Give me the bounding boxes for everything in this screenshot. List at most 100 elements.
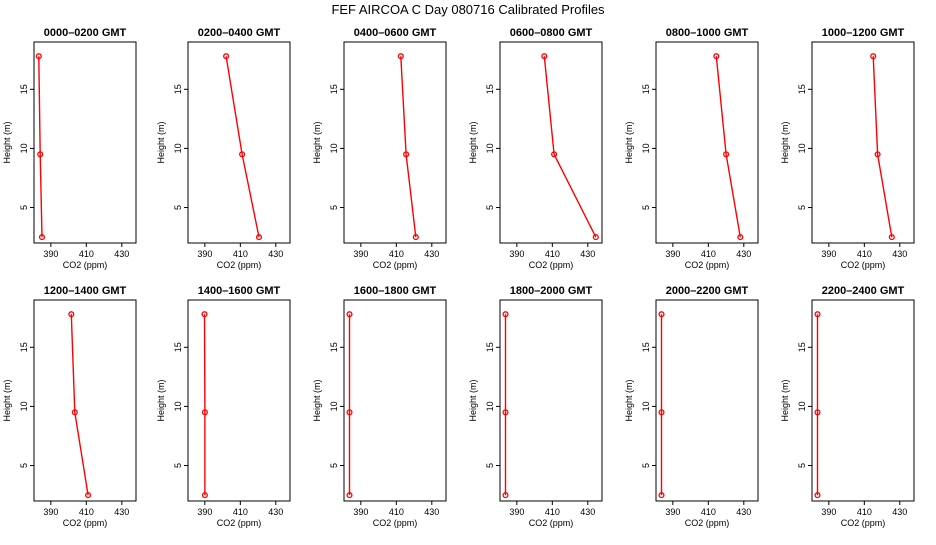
plot-frame <box>656 300 758 501</box>
plot-frame <box>812 42 914 243</box>
y-tick-label: 10 <box>329 401 339 411</box>
x-axis-label: CO2 (ppm) <box>63 518 108 528</box>
x-tick-label: 390 <box>353 249 368 259</box>
profile-line <box>544 56 596 237</box>
y-tick-label: 15 <box>19 84 29 94</box>
y-axis-label: Height (m) <box>780 121 790 163</box>
y-axis-label: Height (m) <box>468 379 478 421</box>
plot-frame <box>344 300 446 501</box>
x-tick-label: 390 <box>821 249 836 259</box>
x-axis-label: CO2 (ppm) <box>685 260 730 270</box>
y-tick-label: 15 <box>797 84 807 94</box>
panel-title: 0400–0600 GMT <box>354 27 437 39</box>
y-axis-label: Height (m) <box>624 379 634 421</box>
x-tick-label: 430 <box>892 507 907 517</box>
y-tick-label: 10 <box>797 143 807 153</box>
plot-frame <box>500 300 602 501</box>
y-tick-label: 5 <box>797 463 807 468</box>
x-tick-label: 410 <box>701 249 716 259</box>
plot-frame <box>34 300 136 501</box>
plot-frame <box>34 42 136 243</box>
profile-line <box>401 56 416 237</box>
x-axis-label: CO2 (ppm) <box>217 518 262 528</box>
y-axis-label: Height (m) <box>156 121 166 163</box>
x-tick-label: 390 <box>43 249 58 259</box>
y-tick-label: 15 <box>173 342 183 352</box>
panel-title: 0600–0800 GMT <box>510 27 593 39</box>
y-tick-label: 10 <box>173 143 183 153</box>
x-tick-label: 430 <box>580 249 595 259</box>
x-tick-label: 390 <box>353 507 368 517</box>
y-tick-label: 5 <box>19 463 29 468</box>
y-tick-label: 10 <box>797 401 807 411</box>
y-axis-label: Height (m) <box>468 121 478 163</box>
plot-frame <box>812 300 914 501</box>
panel-title: 2200–2400 GMT <box>822 285 905 297</box>
x-tick-label: 410 <box>389 507 404 517</box>
x-tick-label: 410 <box>857 507 872 517</box>
y-tick-label: 10 <box>173 401 183 411</box>
x-tick-label: 430 <box>580 507 595 517</box>
x-tick-label: 430 <box>736 507 751 517</box>
x-tick-label: 390 <box>197 507 212 517</box>
y-axis-label: Height (m) <box>156 379 166 421</box>
x-tick-label: 410 <box>857 249 872 259</box>
y-axis-label: Height (m) <box>2 121 12 163</box>
x-tick-label: 410 <box>79 507 94 517</box>
x-tick-label: 430 <box>114 249 129 259</box>
x-tick-label: 390 <box>509 507 524 517</box>
x-tick-label: 430 <box>268 249 283 259</box>
x-tick-label: 390 <box>665 249 680 259</box>
x-axis-label: CO2 (ppm) <box>685 518 730 528</box>
x-tick-label: 430 <box>424 249 439 259</box>
x-tick-label: 390 <box>43 507 58 517</box>
panel-title: 2000–2200 GMT <box>666 285 749 297</box>
plot-frame <box>344 42 446 243</box>
y-tick-label: 15 <box>329 84 339 94</box>
plot-frame <box>500 42 602 243</box>
y-tick-label: 5 <box>485 463 495 468</box>
x-tick-label: 390 <box>197 249 212 259</box>
y-tick-label: 15 <box>329 342 339 352</box>
profile-line <box>873 56 892 237</box>
y-tick-label: 5 <box>19 205 29 210</box>
panel-title: 0800–1000 GMT <box>666 27 749 39</box>
y-tick-label: 5 <box>329 463 339 468</box>
plot-frame <box>656 42 758 243</box>
plot-frame <box>188 300 290 501</box>
y-axis-label: Height (m) <box>312 121 322 163</box>
profile-line <box>71 314 88 495</box>
y-axis-label: Height (m) <box>780 379 790 421</box>
y-tick-label: 10 <box>19 143 29 153</box>
x-tick-label: 390 <box>665 507 680 517</box>
x-tick-label: 410 <box>389 249 404 259</box>
y-axis-label: Height (m) <box>624 121 634 163</box>
x-tick-label: 410 <box>233 507 248 517</box>
y-tick-label: 10 <box>329 143 339 153</box>
y-tick-label: 5 <box>641 463 651 468</box>
x-tick-label: 410 <box>545 507 560 517</box>
y-tick-label: 10 <box>485 143 495 153</box>
y-tick-label: 15 <box>19 342 29 352</box>
x-tick-label: 430 <box>268 507 283 517</box>
x-axis-label: CO2 (ppm) <box>373 260 418 270</box>
y-tick-label: 10 <box>485 401 495 411</box>
x-tick-label: 390 <box>509 249 524 259</box>
x-tick-label: 410 <box>701 507 716 517</box>
x-axis-label: CO2 (ppm) <box>217 260 262 270</box>
x-tick-label: 410 <box>233 249 248 259</box>
x-tick-label: 430 <box>892 249 907 259</box>
